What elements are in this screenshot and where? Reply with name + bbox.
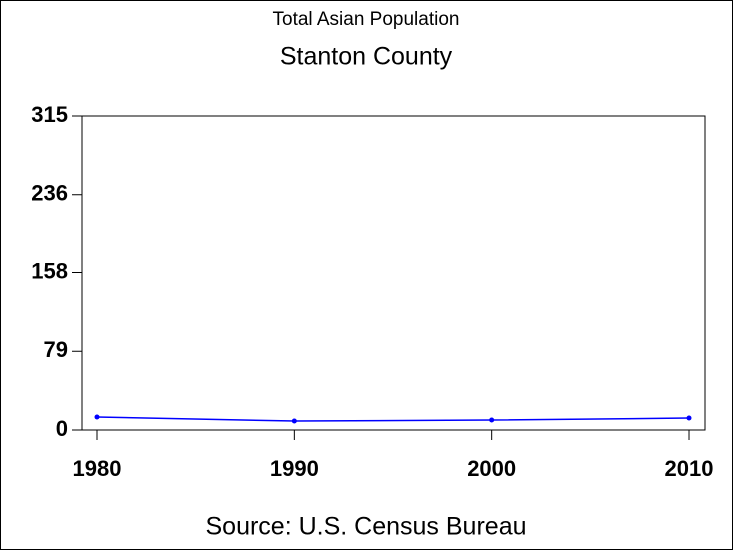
data-point: [94, 414, 100, 420]
y-tick-label: 315: [31, 102, 68, 127]
y-tick-label: 236: [31, 181, 68, 206]
x-tick-label: 1980: [73, 456, 122, 481]
chart-subtitle: Stanton County: [280, 43, 453, 71]
data-point: [291, 418, 297, 424]
chart-caption: Source: U.S. Census Bureau: [206, 513, 527, 541]
x-tick-label: 2000: [467, 456, 516, 481]
chart-title: Total Asian Population: [273, 9, 460, 30]
series-line: [96, 416, 690, 422]
data-point: [489, 417, 495, 423]
y-tick-label: 79: [44, 337, 68, 362]
x-tick-label: 2010: [665, 456, 714, 481]
y-tick-label: 0: [56, 416, 68, 441]
y-tick-label: 158: [31, 258, 68, 283]
x-tick-label: 1990: [270, 456, 319, 481]
data-point: [686, 415, 692, 421]
